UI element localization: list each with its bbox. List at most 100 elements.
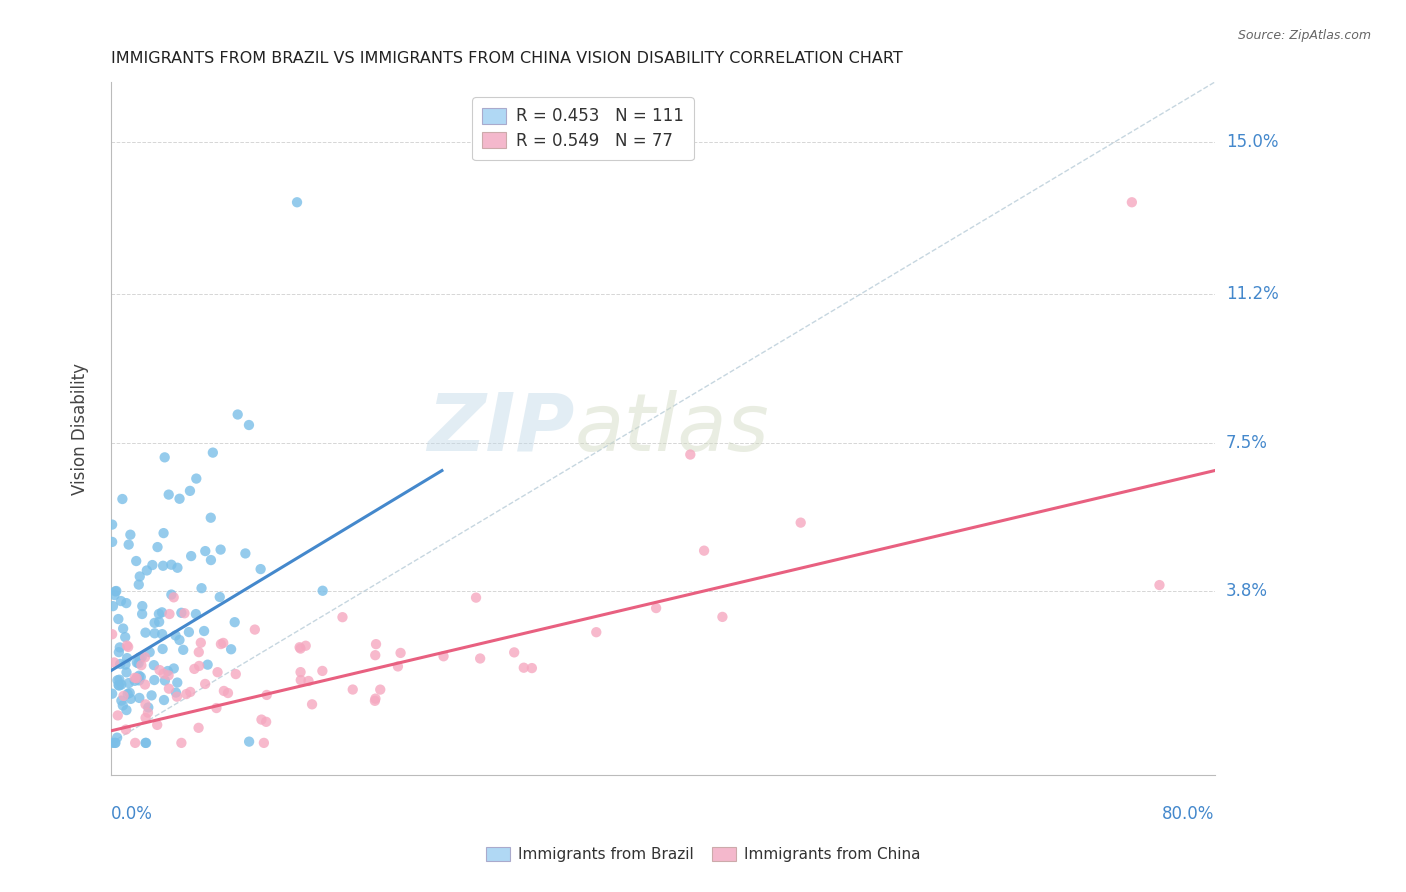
Point [212, 636, 235, 650]
Point [364, 637, 387, 651]
Point [368, 682, 391, 697]
Point [184, 607, 207, 621]
Point [104, 736, 127, 750]
Point [142, 658, 165, 673]
Point [134, 698, 156, 712]
Point [103, 656, 125, 670]
Point [111, 491, 134, 506]
Point [128, 657, 150, 671]
Point [194, 544, 217, 558]
Point [148, 615, 170, 629]
Point [693, 543, 716, 558]
Point [207, 665, 229, 680]
Point [301, 698, 323, 712]
Text: 7.5%: 7.5% [1226, 434, 1268, 451]
Point [156, 664, 179, 678]
Point [160, 588, 183, 602]
Point [143, 615, 166, 630]
Point [107, 612, 129, 626]
Text: ZIP: ZIP [427, 390, 575, 467]
Point [166, 675, 188, 690]
Point [152, 526, 174, 541]
Point [159, 607, 181, 621]
Point [134, 625, 156, 640]
Legend: Immigrants from Brazil, Immigrants from China: Immigrants from Brazil, Immigrants from … [479, 841, 927, 868]
Point [141, 689, 163, 703]
Text: 80.0%: 80.0% [1163, 805, 1215, 823]
Point [148, 663, 170, 677]
Point [187, 721, 209, 735]
Point [190, 636, 212, 650]
Point [364, 648, 387, 663]
Point [585, 625, 607, 640]
Point [253, 736, 276, 750]
Point [112, 689, 135, 703]
Point [136, 700, 159, 714]
Point [290, 665, 312, 679]
Point [297, 673, 319, 688]
Point [146, 718, 169, 732]
Point [128, 577, 150, 591]
Point [138, 645, 160, 659]
Text: Source: ZipAtlas.com: Source: ZipAtlas.com [1237, 29, 1371, 42]
Point [117, 640, 139, 654]
Point [209, 542, 232, 557]
Point [101, 687, 124, 701]
Point [107, 708, 129, 723]
Point [193, 624, 215, 638]
Point [153, 693, 176, 707]
Point [125, 656, 148, 670]
Point [219, 642, 242, 657]
Point [290, 641, 312, 656]
Point [217, 686, 239, 700]
Point [150, 605, 173, 619]
Point [179, 685, 201, 699]
Point [174, 687, 197, 701]
Point [128, 669, 150, 683]
Point [163, 661, 186, 675]
Point [104, 736, 127, 750]
Point [645, 601, 668, 615]
Point [115, 651, 138, 665]
Point [114, 630, 136, 644]
Point [134, 650, 156, 665]
Point [165, 628, 187, 642]
Point [285, 195, 308, 210]
Point [157, 487, 180, 501]
Point [110, 594, 132, 608]
Point [389, 646, 412, 660]
Point [110, 677, 132, 691]
Point [224, 615, 246, 630]
Point [118, 676, 141, 690]
Point [225, 667, 247, 681]
Point [107, 678, 129, 692]
Point [170, 736, 193, 750]
Text: 3.8%: 3.8% [1226, 582, 1268, 599]
Point [128, 673, 150, 688]
Point [131, 650, 153, 665]
Point [124, 671, 146, 685]
Point [120, 527, 142, 541]
Point [294, 639, 316, 653]
Point [153, 673, 176, 688]
Point [120, 691, 142, 706]
Point [148, 607, 170, 621]
Point [235, 546, 257, 560]
Point [131, 599, 153, 613]
Point [115, 665, 138, 680]
Text: IMMIGRANTS FROM BRAZIL VS IMMIGRANTS FROM CHINA VISION DISABILITY CORRELATION CH: IMMIGRANTS FROM BRAZIL VS IMMIGRANTS FRO… [111, 51, 903, 66]
Point [169, 491, 191, 506]
Point [101, 599, 124, 614]
Point [135, 711, 157, 725]
Point [364, 691, 387, 706]
Point [520, 661, 543, 675]
Point [124, 673, 146, 688]
Point [135, 564, 157, 578]
Point [152, 558, 174, 573]
Point [165, 685, 187, 699]
Point [190, 581, 212, 595]
Text: 0.0%: 0.0% [111, 805, 153, 823]
Point [150, 627, 173, 641]
Point [342, 682, 364, 697]
Point [108, 679, 131, 693]
